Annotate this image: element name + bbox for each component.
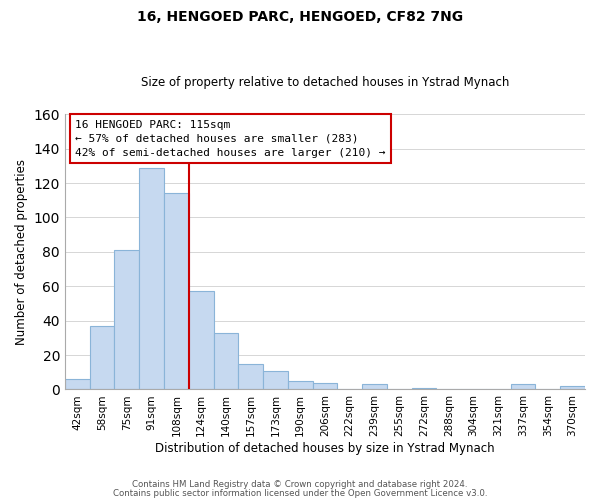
Bar	[139, 168, 164, 390]
X-axis label: Distribution of detached houses by size in Ystrad Mynach: Distribution of detached houses by size …	[155, 442, 495, 455]
Bar	[214, 332, 238, 390]
Bar	[189, 292, 214, 390]
Bar	[238, 364, 263, 390]
Bar	[263, 370, 288, 390]
Text: Contains public sector information licensed under the Open Government Licence v3: Contains public sector information licen…	[113, 489, 487, 498]
Bar	[412, 388, 436, 390]
Title: Size of property relative to detached houses in Ystrad Mynach: Size of property relative to detached ho…	[141, 76, 509, 90]
Bar	[313, 382, 337, 390]
Text: Contains HM Land Registry data © Crown copyright and database right 2024.: Contains HM Land Registry data © Crown c…	[132, 480, 468, 489]
Bar	[362, 384, 387, 390]
Bar	[65, 379, 89, 390]
Bar	[164, 194, 189, 390]
Y-axis label: Number of detached properties: Number of detached properties	[15, 159, 28, 345]
Bar	[560, 386, 585, 390]
Text: 16, HENGOED PARC, HENGOED, CF82 7NG: 16, HENGOED PARC, HENGOED, CF82 7NG	[137, 10, 463, 24]
Bar	[511, 384, 535, 390]
Text: 16 HENGOED PARC: 115sqm
← 57% of detached houses are smaller (283)
42% of semi-d: 16 HENGOED PARC: 115sqm ← 57% of detache…	[76, 120, 386, 158]
Bar	[115, 250, 139, 390]
Bar	[89, 326, 115, 390]
Bar	[288, 381, 313, 390]
